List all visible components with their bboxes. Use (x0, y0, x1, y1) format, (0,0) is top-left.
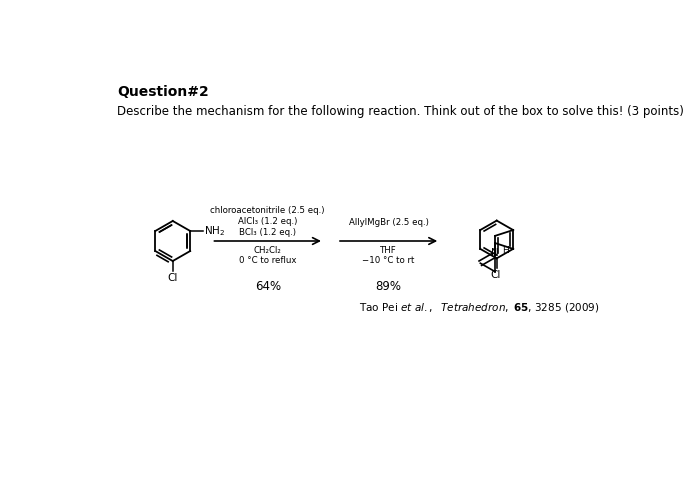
Text: 89%: 89% (376, 280, 402, 292)
Text: THF: THF (380, 246, 397, 254)
Text: 64%: 64% (255, 280, 281, 292)
Text: Cl: Cl (167, 273, 178, 283)
Text: H: H (502, 246, 509, 255)
Text: CH₂Cl₂: CH₂Cl₂ (253, 246, 281, 254)
Text: Question#2: Question#2 (117, 85, 209, 99)
Text: NH$_2$: NH$_2$ (204, 224, 225, 238)
Text: Tao Pei $\mathit{et\ al.,}$  $\mathit{Tetrahedron,}$ $\mathbf{65}$, 3285 (2009): Tao Pei $\mathit{et\ al.,}$ $\mathit{Tet… (358, 301, 599, 314)
Text: 0 °C to reflux: 0 °C to reflux (239, 256, 296, 265)
Text: AllylMgBr (2.5 eq.): AllylMgBr (2.5 eq.) (349, 218, 428, 227)
Text: BCl₃ (1.2 eq.): BCl₃ (1.2 eq.) (239, 228, 296, 237)
Text: N: N (491, 247, 499, 258)
Text: AlCl₃ (1.2 eq.): AlCl₃ (1.2 eq.) (238, 217, 298, 226)
Text: Describe the mechanism for the following reaction. Think out of the box to solve: Describe the mechanism for the following… (117, 105, 684, 118)
Text: −10 °C to rt: −10 °C to rt (363, 256, 415, 265)
Text: Cl: Cl (490, 270, 500, 280)
Text: chloroacetonitrile (2.5 eq.): chloroacetonitrile (2.5 eq.) (211, 206, 325, 215)
